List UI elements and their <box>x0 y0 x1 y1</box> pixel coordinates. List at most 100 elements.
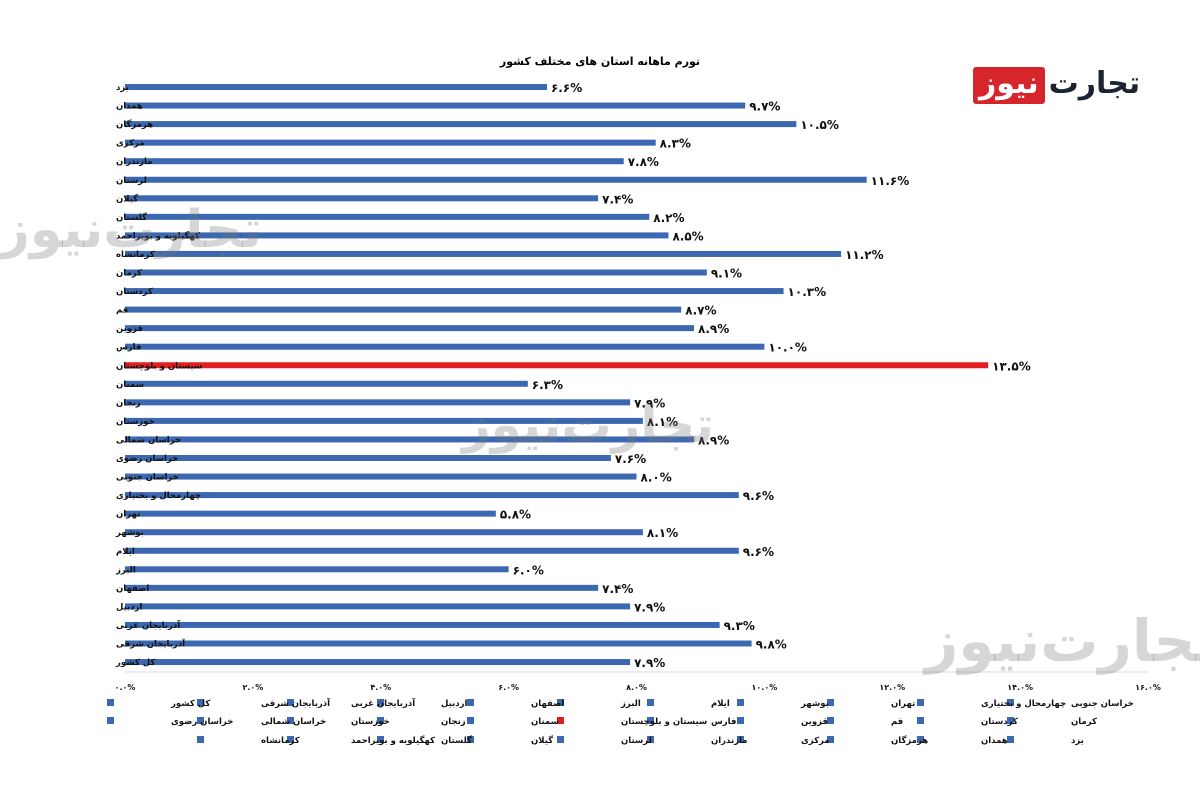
category-labels-layer: یزد همدان هرمزگان مرکزی مازندران لرستان گیلان گ… <box>115 83 202 668</box>
legend-swatch <box>647 736 654 743</box>
legend-swatch <box>197 699 204 706</box>
legend-label: یزد <box>1071 736 1084 746</box>
legend-swatch <box>287 736 294 743</box>
value-label: ۵.۸% <box>500 508 531 522</box>
legend-label: تهران <box>891 699 915 709</box>
bar <box>125 380 528 387</box>
legend-label: آذربایجان غربی <box>351 697 416 709</box>
legend-swatch <box>377 717 384 724</box>
legend-swatch <box>377 736 384 743</box>
bar <box>125 102 746 109</box>
bar <box>125 529 643 536</box>
bar <box>125 343 765 350</box>
x-ticks-layer: ۰.۰% ۲.۰% ۴.۰% ۶.۰% ۸.۰% ۱۰.۰% ۱۲.۰% ۱۴.۰% ۱۶.۰% <box>115 683 1161 692</box>
value-label: ۸.۹% <box>698 322 729 336</box>
bar <box>125 510 496 517</box>
legend-label: همدان <box>981 736 1008 746</box>
value-label: ۹.۶% <box>743 545 774 559</box>
legend-swatch <box>737 736 744 743</box>
value-label: ۹.۸% <box>756 638 787 652</box>
legend-swatch <box>467 736 474 743</box>
category-label: اردبیل <box>116 602 143 612</box>
watermark-part-left: نیوز <box>0 200 104 260</box>
legend-label: بوشهر <box>800 699 829 709</box>
legend-swatch <box>737 717 744 724</box>
category-label: مرکزی <box>116 139 145 149</box>
legend-label: لرستان <box>621 736 652 746</box>
legend-swatch <box>197 717 204 724</box>
value-label: ۸.۹% <box>698 433 729 447</box>
legend-swatch <box>917 736 924 743</box>
legend-swatch <box>827 736 834 743</box>
category-label: سمنان <box>116 380 144 390</box>
category-label: ایلام <box>116 547 135 557</box>
value-label: ۹.۱% <box>711 267 742 281</box>
bar <box>125 269 707 276</box>
value-label: ۶.۳% <box>532 378 563 392</box>
bar <box>125 195 599 202</box>
bar <box>125 139 656 146</box>
value-label: ۷.۶% <box>615 452 646 466</box>
bar <box>125 232 669 239</box>
legend-label: اردبیل <box>441 699 468 709</box>
bar <box>125 436 695 443</box>
category-label: کل کشور <box>115 658 155 668</box>
category-label: آذربایجان شرقی <box>116 638 186 650</box>
legend-swatch <box>737 699 744 706</box>
value-labels-layer: ۶.۶% ۹.۷% ۱۰.۵% ۸.۳%۷.۸% ۱۱.۶% ۷.۴% ۸.۲% ۸.۵% ۱۱… <box>500 81 1031 670</box>
legend-swatch <box>287 699 294 706</box>
bar <box>125 250 842 257</box>
legend-label: کرمان <box>1071 717 1097 727</box>
legend-label: خراسان جنوبی <box>1071 699 1134 709</box>
watermark-part-left: نیوز <box>462 396 562 454</box>
bar <box>125 566 509 573</box>
legend-label: فارس <box>711 717 736 727</box>
category-label: کهگیلویه و بویراحمد <box>116 230 200 241</box>
bar <box>125 473 637 480</box>
legend-swatch <box>827 717 834 724</box>
legend-label: چهارمحال و بختیاری <box>981 699 1066 709</box>
category-label: گلستان <box>116 212 147 223</box>
x-tick-label: ۱۰.۰% <box>752 683 778 692</box>
legend-swatch <box>917 699 924 706</box>
value-label: ۸.۱% <box>647 526 678 540</box>
bar <box>125 492 739 499</box>
bar <box>125 121 797 128</box>
legend-swatch <box>647 717 654 724</box>
category-label: بوشهر <box>115 528 144 538</box>
watermark-part-right: تجارت <box>103 200 263 260</box>
category-label: قم <box>116 306 128 316</box>
bars-layer <box>125 84 989 666</box>
value-label: ۷.۹% <box>634 600 665 614</box>
value-label: ۶.۶% <box>551 81 582 95</box>
watermark-part-left: نیوز <box>925 607 1041 675</box>
category-label: مازندران <box>116 157 153 167</box>
category-label: فارس <box>116 343 141 353</box>
legend-swatch <box>287 717 294 724</box>
category-label: هرمزگان <box>116 119 153 130</box>
legend-swatch <box>827 699 834 706</box>
legend-label: کردستان <box>981 717 1018 727</box>
legend-swatch <box>197 736 204 743</box>
category-label: البرز <box>115 565 136 575</box>
value-label: ۱۳.۵% <box>992 359 1031 373</box>
bar <box>125 288 784 295</box>
legend-swatch <box>107 699 114 706</box>
watermark: نیوز تجارت <box>462 400 714 450</box>
value-label: ۱۰.۳% <box>788 285 827 299</box>
legend-label: سمنان <box>531 717 559 727</box>
value-label: ۸.۵% <box>672 229 703 243</box>
legend-swatch <box>647 699 654 706</box>
category-label: قزوین <box>116 324 143 334</box>
bar <box>125 84 547 90</box>
value-label: ۷.۴% <box>602 582 633 596</box>
category-label: گیلان <box>116 193 138 204</box>
value-label: ۷.۹% <box>634 396 665 410</box>
legend-swatch <box>917 717 924 724</box>
bar <box>125 306 682 313</box>
category-label: کرمانشاه <box>116 250 155 260</box>
category-label: سیستان و بلوچستان <box>116 361 202 371</box>
bar <box>125 547 739 554</box>
category-label: خراسان جنوبی <box>116 473 179 483</box>
